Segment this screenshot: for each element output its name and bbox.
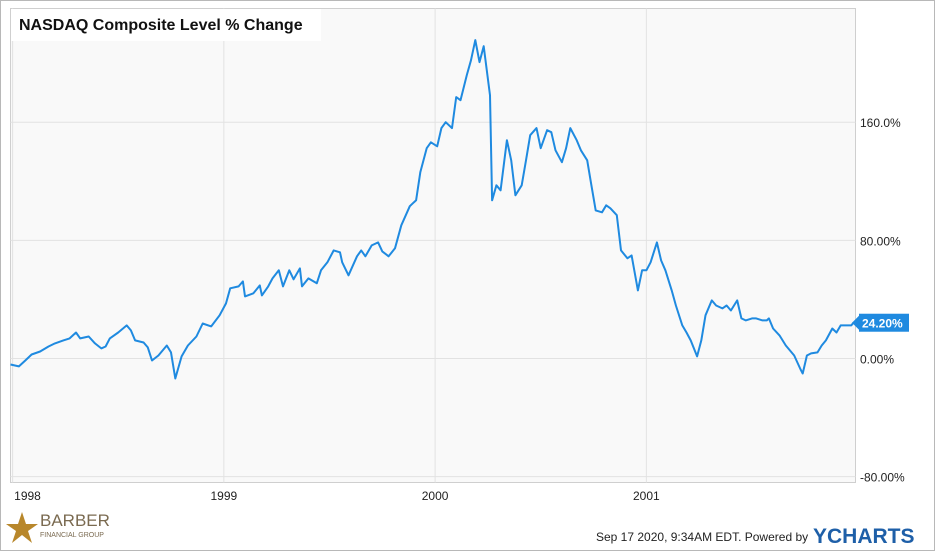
logo-mark xyxy=(6,512,38,543)
x-tick-label: 1998 xyxy=(14,489,41,503)
y-tick-label: 160.0% xyxy=(860,116,901,130)
plot-layer: -80.00% 0.00% 80.00% 160.0% 1998 1999 2000 2001… xyxy=(10,8,909,503)
plot-area xyxy=(10,8,856,483)
end-label-box xyxy=(859,313,909,332)
title-box xyxy=(11,9,321,41)
logo-name: BARBER xyxy=(40,511,110,530)
y-tick-label: 80.00% xyxy=(860,234,901,248)
y-tick-label: -80.00% xyxy=(860,471,905,485)
chart-title: NASDAQ Composite Level % Change xyxy=(19,17,303,34)
end-label: 24.20% xyxy=(862,317,903,331)
footer-brand: YCHARTS xyxy=(813,525,915,548)
y-tick-label: 0.00% xyxy=(860,352,894,366)
x-tick-label: 1999 xyxy=(211,489,238,503)
logo: BARBER FINANCIAL GROUP xyxy=(6,511,110,543)
logo-sub: FINANCIAL GROUP xyxy=(40,532,104,539)
end-label-pointer xyxy=(852,315,859,330)
x-tick-label: 2001 xyxy=(633,489,660,503)
data-line xyxy=(10,39,855,380)
footer-timestamp: Sep 17 2020, 9:34AM EDT. Powered by xyxy=(596,530,808,544)
x-tick-label: 2000 xyxy=(422,489,449,503)
